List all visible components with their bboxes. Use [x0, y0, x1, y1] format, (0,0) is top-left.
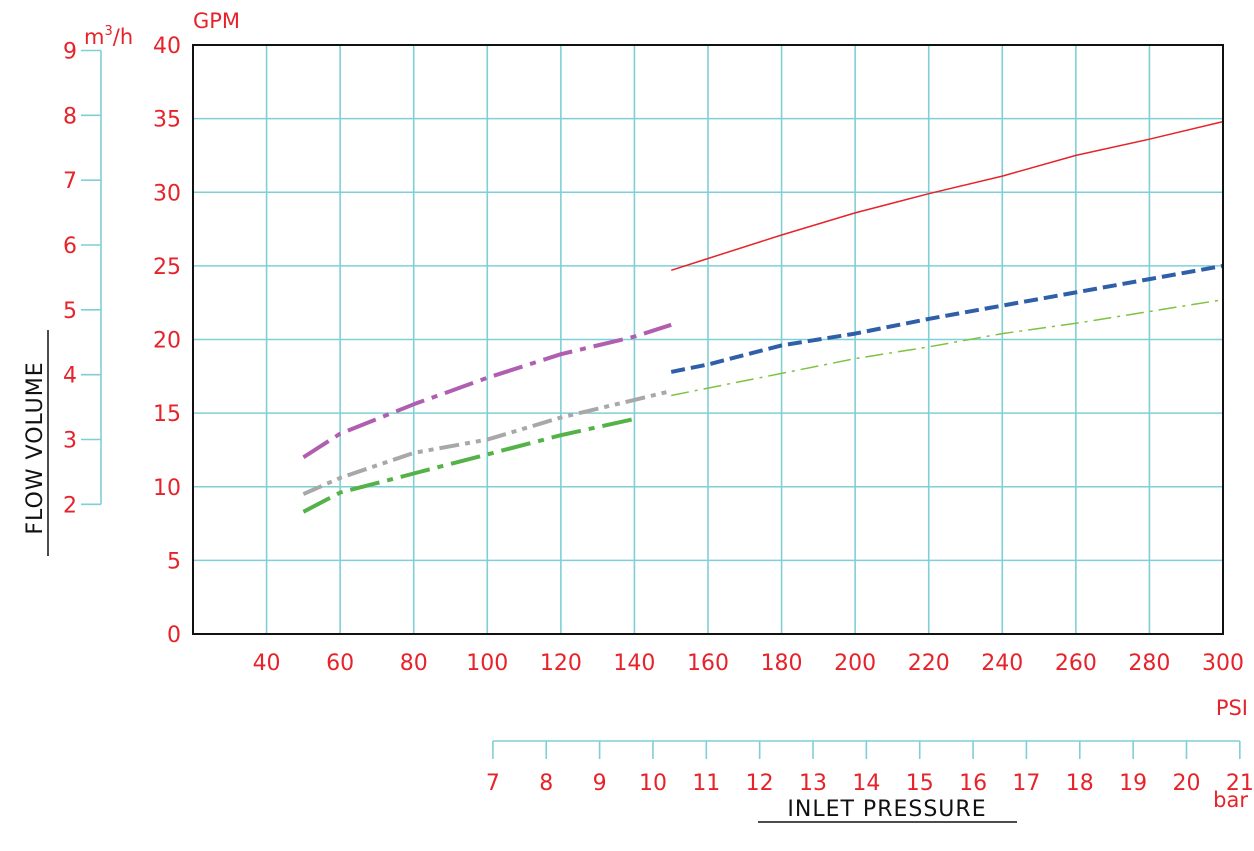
- x-tick-label: 300: [1202, 651, 1244, 676]
- secondary-y-tick-label: 2: [63, 493, 77, 518]
- series-line-1: [302, 322, 672, 459]
- secondary-x-unit-label: bar: [1213, 788, 1248, 812]
- series-line-3: [302, 417, 635, 514]
- y-tick-label: 15: [153, 402, 181, 427]
- secondary-x-tick-label: 19: [1119, 771, 1147, 796]
- secondary-y-unit-label: m3/h: [84, 24, 133, 49]
- secondary-y-tick-label: 9: [63, 40, 77, 65]
- secondary-x-tick-label: 9: [593, 771, 607, 796]
- secondary-y-tick-label: 8: [63, 104, 77, 129]
- y-tick-label: 30: [153, 181, 181, 206]
- secondary-x-tick-label: 13: [799, 771, 827, 796]
- x-tick-label: 200: [834, 651, 876, 676]
- y-tick-label: 5: [167, 549, 181, 574]
- x-unit-label: PSI: [1216, 696, 1248, 720]
- y-tick-label: 20: [153, 329, 181, 354]
- y-unit-label: GPM: [193, 9, 240, 33]
- x-tick-label: 260: [1055, 651, 1097, 676]
- x-tick-label: 80: [400, 651, 428, 676]
- secondary-x-tick-label: 21: [1226, 771, 1254, 796]
- x-tick-label: 280: [1128, 651, 1170, 676]
- secondary-y-tick-label: 3: [63, 429, 77, 454]
- secondary-y-unit-base: m: [84, 25, 104, 49]
- x-tick-label: 180: [761, 651, 803, 676]
- x-tick-label: 120: [540, 651, 582, 676]
- y-tick-label: 25: [153, 255, 181, 280]
- secondary-y-tick-label: 7: [63, 169, 77, 194]
- secondary-x-tick-label: 17: [1012, 771, 1040, 796]
- x-tick-label: 220: [908, 651, 950, 676]
- x-tick-label: 60: [326, 651, 354, 676]
- secondary-y-unit-exp: 3: [104, 24, 112, 39]
- y-tick-label: 10: [153, 476, 181, 501]
- secondary-y-tick-label: 4: [63, 364, 77, 389]
- secondary-y-tick-label: 5: [63, 299, 77, 324]
- series-line-5: [670, 263, 1224, 374]
- y-tick-label: 35: [153, 108, 181, 133]
- secondary-x-tick-label: 15: [906, 771, 934, 796]
- series-line-4: [670, 120, 1224, 272]
- y-tick-label: 40: [153, 34, 181, 59]
- x-axis-title: INLET PRESSURE: [787, 797, 986, 822]
- series-line-2: [302, 389, 672, 496]
- secondary-x-tick-label: 12: [746, 771, 774, 796]
- x-tick-label: 160: [687, 651, 729, 676]
- secondary-x-tick-label: 14: [852, 771, 880, 796]
- y-tick-label: 0: [167, 623, 181, 648]
- secondary-x-tick-label: 18: [1066, 771, 1094, 796]
- x-tick-label: 40: [253, 651, 281, 676]
- secondary-y-unit-tail: /h: [113, 25, 133, 49]
- secondary-x-tick-label: 16: [959, 771, 987, 796]
- y-axis-title: FLOW VOLUME: [23, 361, 48, 534]
- x-tick-label: 240: [981, 651, 1023, 676]
- x-tick-label: 100: [466, 651, 508, 676]
- secondary-y-tick-label: 6: [63, 234, 77, 259]
- secondary-x-tick-label: 11: [692, 771, 720, 796]
- plot-frame: [192, 44, 1224, 635]
- secondary-x-tick-label: 10: [639, 771, 667, 796]
- secondary-x-tick-label: 8: [539, 771, 553, 796]
- secondary-x-tick-label: 7: [486, 771, 500, 796]
- secondary-x-tick-label: 20: [1172, 771, 1200, 796]
- x-tick-label: 140: [613, 651, 655, 676]
